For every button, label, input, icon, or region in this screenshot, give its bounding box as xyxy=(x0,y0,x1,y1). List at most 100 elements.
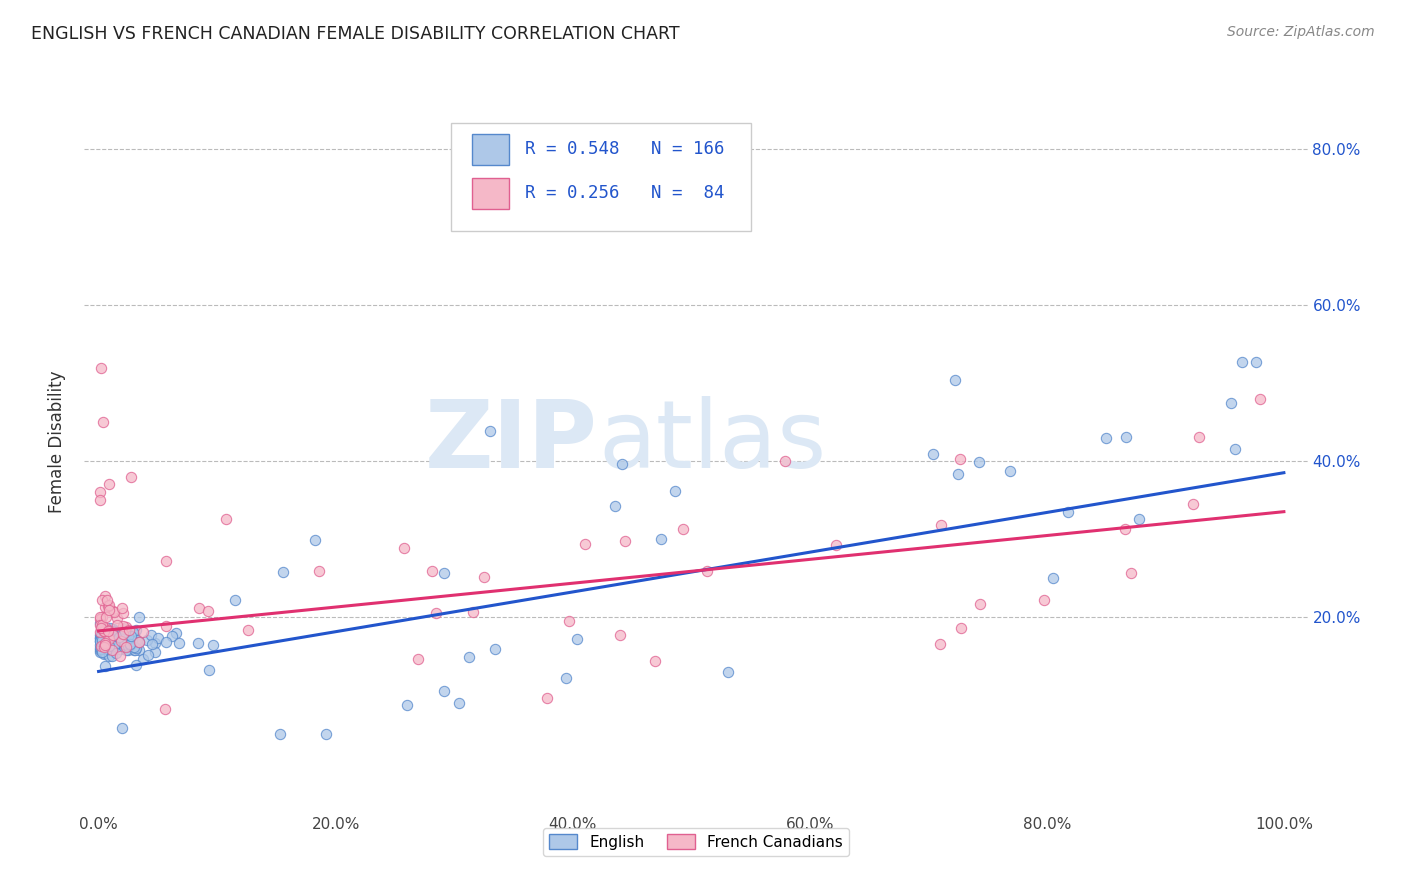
Text: atlas: atlas xyxy=(598,395,827,488)
Point xyxy=(125,658,148,673)
Point xyxy=(155,635,177,649)
Point xyxy=(202,638,225,652)
Point xyxy=(94,638,117,652)
Point xyxy=(110,633,132,648)
Point xyxy=(89,633,111,648)
Point xyxy=(112,627,135,641)
Point xyxy=(103,642,125,657)
Point xyxy=(408,652,430,666)
Point xyxy=(89,631,111,645)
Point xyxy=(100,632,122,646)
Point xyxy=(97,477,120,491)
Point xyxy=(224,593,246,607)
Point xyxy=(98,632,121,647)
Point xyxy=(105,611,128,625)
Point xyxy=(90,639,112,653)
Point xyxy=(94,658,117,673)
Point xyxy=(97,624,120,639)
Point xyxy=(273,566,295,580)
Point xyxy=(105,618,128,632)
Point xyxy=(97,642,120,657)
Point xyxy=(103,636,125,650)
Point xyxy=(122,642,145,657)
Point xyxy=(103,606,125,620)
Point xyxy=(93,647,115,661)
Point xyxy=(93,632,115,646)
Point xyxy=(96,633,118,648)
Point xyxy=(1220,396,1243,410)
Point xyxy=(1042,571,1064,585)
Point xyxy=(153,702,176,716)
Point xyxy=(969,597,991,611)
Point xyxy=(94,637,117,651)
Point xyxy=(103,639,125,653)
Point xyxy=(97,649,120,664)
Point xyxy=(98,636,121,650)
Point xyxy=(644,654,666,668)
Point xyxy=(188,600,211,615)
Point xyxy=(128,634,150,648)
Point xyxy=(214,512,236,526)
Text: R = 0.548   N = 166: R = 0.548 N = 166 xyxy=(524,140,724,158)
Point xyxy=(98,599,121,613)
Point xyxy=(96,624,118,638)
Point xyxy=(101,624,124,638)
Point xyxy=(613,533,636,548)
Point xyxy=(89,485,111,500)
Point xyxy=(110,642,132,657)
Point xyxy=(91,645,114,659)
Point xyxy=(104,629,127,643)
Point xyxy=(90,641,112,656)
Point xyxy=(1232,355,1254,369)
Point xyxy=(93,415,115,429)
Point xyxy=(90,618,112,632)
Point xyxy=(132,624,155,639)
Point xyxy=(94,636,117,650)
Point xyxy=(94,636,117,650)
Point xyxy=(96,637,118,651)
Point xyxy=(93,634,115,648)
Point xyxy=(98,603,121,617)
Point xyxy=(97,599,120,613)
Point xyxy=(536,690,558,705)
Point xyxy=(236,624,259,638)
Point xyxy=(89,618,111,632)
Point xyxy=(696,564,718,578)
Point xyxy=(96,609,118,624)
Point xyxy=(93,637,115,651)
Point xyxy=(101,642,124,657)
Point xyxy=(94,621,117,635)
Point xyxy=(197,604,219,618)
Point xyxy=(101,604,124,618)
Point xyxy=(128,643,150,657)
Point xyxy=(121,633,143,648)
Point xyxy=(433,684,456,698)
Text: ZIP: ZIP xyxy=(425,395,598,488)
Point xyxy=(96,593,118,607)
Point xyxy=(127,633,149,648)
Point xyxy=(104,627,127,641)
Point xyxy=(167,635,190,649)
Point xyxy=(1249,392,1271,406)
Point xyxy=(155,554,177,568)
Point xyxy=(609,628,631,642)
Point xyxy=(114,630,136,644)
Point xyxy=(458,650,481,665)
Point xyxy=(112,636,135,650)
Point xyxy=(98,638,121,652)
Point xyxy=(110,634,132,648)
Point xyxy=(89,616,111,631)
Point xyxy=(969,455,991,469)
Point xyxy=(96,624,118,639)
Point xyxy=(104,632,127,647)
Point xyxy=(165,625,187,640)
Point xyxy=(94,629,117,643)
Point xyxy=(117,640,139,654)
Point xyxy=(136,632,159,647)
Point xyxy=(101,631,124,645)
Point xyxy=(98,621,121,635)
Point xyxy=(93,631,115,645)
Bar xyxy=(472,134,509,165)
Point xyxy=(1223,442,1246,457)
Point xyxy=(948,467,970,482)
